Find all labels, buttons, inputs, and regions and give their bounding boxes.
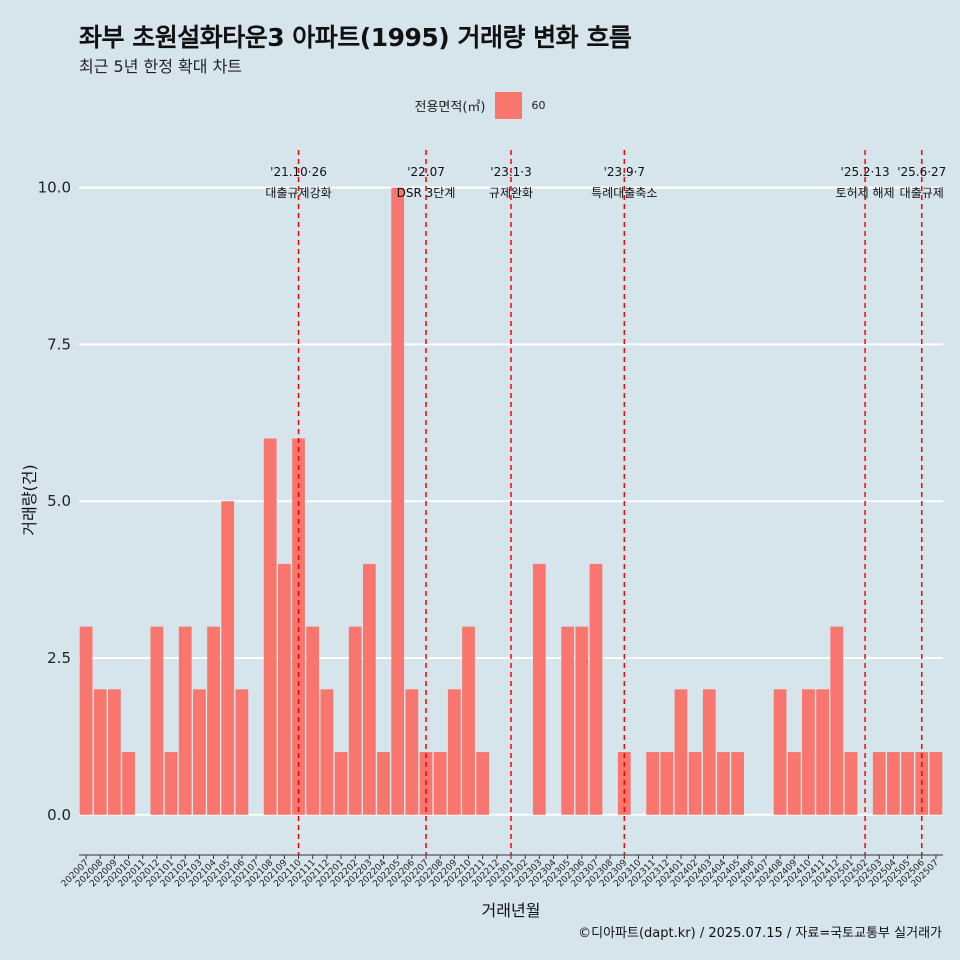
bar: [887, 752, 900, 815]
bar: [688, 752, 702, 815]
bar: [178, 626, 192, 815]
bar: [532, 563, 546, 815]
bar: [221, 501, 235, 815]
chart-subtitle: 최근 5년 한정 확대 차트: [79, 57, 243, 76]
bar: [717, 752, 730, 815]
annotation-label: 대출규제: [900, 186, 944, 200]
annotation-date: '23.9·7: [604, 165, 645, 179]
bar: [164, 752, 178, 815]
annotation-date: '22.07: [407, 165, 445, 179]
bar: [79, 626, 93, 815]
bar: [702, 689, 716, 815]
bar: [816, 689, 829, 815]
bar: [348, 626, 362, 815]
bar: [377, 752, 390, 815]
x-axis-label: 거래년월: [481, 901, 541, 920]
bar: [93, 689, 107, 815]
bar: [462, 626, 475, 815]
y-tick-label: 0.0: [47, 806, 71, 824]
annotation-label: 대출규제강화: [265, 186, 331, 200]
bar: [362, 563, 376, 815]
legend: 전용면적(㎡) 60: [0, 92, 960, 119]
bar: [929, 752, 943, 815]
bar: [292, 438, 305, 815]
bar: [674, 689, 688, 815]
bar: [405, 689, 419, 815]
legend-swatch: [495, 92, 523, 119]
bar: [844, 752, 858, 815]
bar: [561, 626, 575, 815]
y-axis-label: 거래량(건): [20, 464, 39, 536]
bar: [787, 752, 801, 815]
y-tick-label: 2.5: [47, 649, 71, 667]
legend-label: 60: [531, 99, 546, 112]
bar: [646, 752, 660, 815]
bar: [108, 689, 121, 815]
bar: [575, 626, 589, 815]
annotation-label: 토허제 해제: [836, 186, 895, 200]
bar: [150, 626, 164, 815]
legend-title: 전용면적(㎡): [414, 100, 486, 115]
bar: [872, 752, 886, 815]
bar: [731, 752, 744, 815]
annotation-label: 특례대출축소: [591, 186, 657, 200]
bar: [320, 689, 334, 815]
bar: [263, 438, 277, 815]
bar: [589, 563, 603, 815]
bar: [476, 752, 490, 815]
bar: [235, 689, 249, 815]
annotation-date: '25.6·27: [897, 165, 946, 179]
y-tick-label: 5.0: [47, 492, 71, 510]
bar: [901, 752, 914, 815]
bar: [334, 752, 348, 815]
y-tick-label: 7.5: [47, 335, 71, 353]
bar: [207, 626, 220, 815]
annotation-label: 규제완화: [489, 186, 533, 200]
bar: [830, 626, 844, 815]
annotation-label: DSR 3단계: [397, 186, 456, 200]
bar: [278, 563, 291, 815]
chart-title: 좌부 초원설화타운3 아파트(1995) 거래량 변화 흐름: [79, 23, 632, 52]
bar: [660, 752, 674, 815]
bar: [802, 689, 815, 815]
bar: [773, 689, 787, 815]
bar: [193, 689, 206, 815]
annotation-date: '23.1·3: [490, 165, 531, 179]
annotation-date: '21.10·26: [270, 165, 327, 179]
y-tick-label: 10.0: [38, 179, 71, 197]
bar: [433, 752, 447, 815]
bar: [391, 187, 405, 815]
annotation-date: '25.2·13: [841, 165, 890, 179]
bar: [122, 752, 135, 815]
source-caption: ©디아파트(dapt.kr) / 2025.07.15 / 자료=국토교통부 실…: [578, 926, 942, 941]
bar: [306, 626, 320, 815]
bar: [447, 689, 461, 815]
